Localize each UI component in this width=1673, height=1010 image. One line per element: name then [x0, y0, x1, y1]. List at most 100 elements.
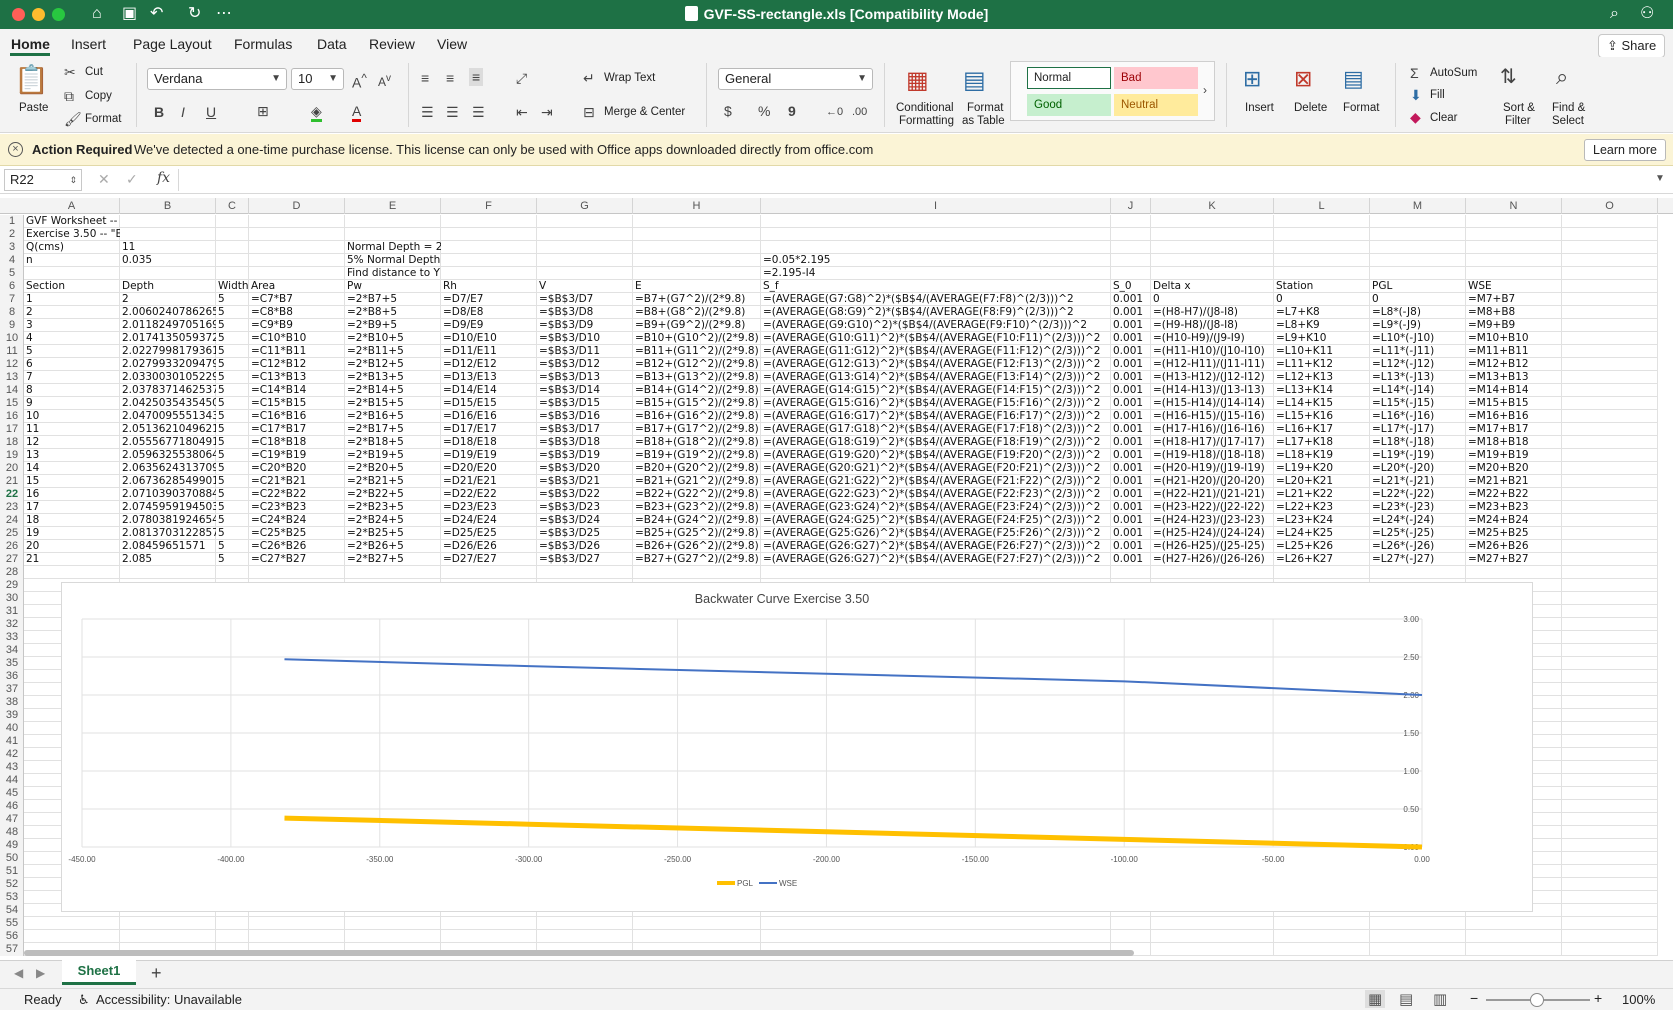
cell-M12[interactable]: =L12*(-J12) — [1372, 358, 1435, 370]
fill-color-icon[interactable]: ◈ — [311, 103, 322, 122]
cell-B26[interactable]: 2.08459651571 — [122, 540, 206, 552]
cell-K26[interactable]: =(H26-H25)/(J25-I25) — [1153, 540, 1265, 552]
row-header[interactable]: 26 — [5, 540, 19, 552]
column-header-C[interactable]: C — [216, 198, 249, 214]
cell-H8[interactable]: =B8+(G8^2)/(2*9.8) — [635, 306, 746, 318]
cell-M27[interactable]: =L27*(-J27) — [1372, 553, 1435, 565]
cell-L6[interactable]: Station — [1276, 280, 1314, 292]
format-cells-button[interactable]: Format — [1343, 102, 1380, 114]
cell-D21[interactable]: =C21*B21 — [251, 475, 307, 487]
cell-C27[interactable]: 5 — [218, 553, 225, 565]
cell-J16[interactable]: 0.001 — [1113, 410, 1144, 422]
cell-F20[interactable]: =D20/E20 — [443, 462, 497, 474]
scroll-left-icon[interactable]: ◀ — [14, 966, 24, 980]
cell-H11[interactable]: =B11+(G11^2)/(2*9.8) — [635, 345, 759, 357]
zoom-slider-thumb[interactable] — [1530, 993, 1544, 1007]
row-header[interactable]: 56 — [5, 930, 19, 942]
cell-N16[interactable]: =M16+B16 — [1468, 410, 1529, 422]
sort-filter-icon[interactable]: ⇅ — [1500, 66, 1517, 88]
cell-J9[interactable]: 0.001 — [1113, 319, 1144, 331]
cell-E13[interactable]: =2*B13+5 — [347, 371, 404, 383]
cell-G9[interactable]: =$B$3/D9 — [539, 319, 594, 331]
cell-I15[interactable]: =(AVERAGE(G15:G16)^2)*($B$4/(AVERAGE(F15… — [763, 397, 1101, 409]
cell-B3[interactable]: 11 — [122, 241, 136, 253]
people-icon[interactable]: ⚇ — [1640, 5, 1655, 22]
row-header[interactable]: 30 — [5, 592, 19, 604]
cell-M24[interactable]: =L24*(-J24) — [1372, 514, 1435, 526]
cell-C18[interactable]: 5 — [218, 436, 225, 448]
cell-E7[interactable]: =2*B7+5 — [347, 293, 398, 305]
row-header[interactable]: 36 — [5, 670, 19, 682]
decrease-decimal-icon[interactable]: .00 — [852, 106, 868, 118]
cell-I11[interactable]: =(AVERAGE(G11:G12)^2)*($B$4/(AVERAGE(F11… — [763, 345, 1101, 357]
cell-K23[interactable]: =(H23-H22)/(J22-I22) — [1153, 501, 1265, 513]
row-header[interactable]: 8 — [8, 306, 16, 318]
cell-E8[interactable]: =2*B8+5 — [347, 306, 398, 318]
cell-N6[interactable]: WSE — [1468, 280, 1492, 292]
cell-B15[interactable]: 2.0425035435450 — [122, 397, 216, 409]
sort-filter-button[interactable]: Sort & — [1503, 102, 1535, 114]
cell-H18[interactable]: =B18+(G18^2)/(2*9.8) — [635, 436, 759, 448]
row-header[interactable]: 37 — [5, 683, 19, 695]
cell-H9[interactable]: =B9+(G9^2)/(2*9.8) — [635, 319, 746, 331]
row-header[interactable]: 14 — [5, 384, 19, 396]
row-header[interactable]: 44 — [5, 774, 19, 786]
cell-B6[interactable]: Depth — [122, 280, 154, 292]
cell-H24[interactable]: =B24+(G24^2)/(2*9.8) — [635, 514, 759, 526]
cell-F7[interactable]: =D7/E7 — [443, 293, 484, 305]
autosum-button[interactable]: AutoSum — [1430, 67, 1478, 79]
cell-B21[interactable]: 2.0673628549901 — [122, 475, 216, 487]
row-header[interactable]: 51 — [5, 865, 19, 877]
save-icon[interactable]: ▣ — [122, 5, 138, 22]
cell-K12[interactable]: =(H12-H11)/(J11-I11) — [1153, 358, 1265, 370]
formula-input[interactable] — [178, 169, 1648, 191]
cell-E3[interactable]: Normal Depth = 2 — [347, 241, 441, 253]
style-bad[interactable]: Bad — [1114, 67, 1198, 89]
row-header[interactable]: 19 — [5, 449, 19, 461]
row-header[interactable]: 20 — [5, 462, 19, 474]
cell-B10[interactable]: 2.0174135059372 — [122, 332, 216, 344]
cell-M22[interactable]: =L22*(-J22) — [1372, 488, 1435, 500]
column-header-H[interactable]: H — [633, 198, 761, 214]
cell-E15[interactable]: =2*B15+5 — [347, 397, 404, 409]
more-icon[interactable]: ⋯ — [216, 5, 232, 22]
cell-N7[interactable]: =M7+B7 — [1468, 293, 1516, 305]
function-icon[interactable]: fx — [157, 170, 171, 186]
cell-C14[interactable]: 5 — [218, 384, 225, 396]
cell-G17[interactable]: =$B$3/D17 — [539, 423, 601, 435]
cell-K18[interactable]: =(H18-H17)/(J17-I17) — [1153, 436, 1265, 448]
column-header-I[interactable]: I — [761, 198, 1111, 214]
row-header[interactable]: 50 — [5, 852, 19, 864]
autosum-icon[interactable]: Σ — [1410, 65, 1419, 81]
cell-K24[interactable]: =(H24-H23)/(J23-I23) — [1153, 514, 1265, 526]
cell-G14[interactable]: =$B$3/D14 — [539, 384, 601, 396]
cell-H6[interactable]: E — [635, 280, 642, 292]
fill-icon[interactable]: ⬇ — [1410, 87, 1422, 103]
cell-A6[interactable]: Section — [26, 280, 66, 292]
sheet-tab-sheet1[interactable]: Sheet1 — [62, 960, 136, 985]
cell-B20[interactable]: 2.0635624313709 — [122, 462, 216, 474]
cell-D20[interactable]: =C20*B20 — [251, 462, 307, 474]
cell-H16[interactable]: =B16+(G16^2)/(2*9.8) — [635, 410, 759, 422]
cell-A4[interactable]: n — [26, 254, 33, 266]
row-header[interactable]: 17 — [5, 423, 19, 435]
column-header-E[interactable]: E — [345, 198, 441, 214]
font-color-icon[interactable]: A — [352, 103, 362, 122]
minimize-window-button[interactable] — [32, 8, 45, 21]
cell-B18[interactable]: 2.0555677180491 — [122, 436, 216, 448]
cell-C13[interactable]: 5 — [218, 371, 225, 383]
cell-M25[interactable]: =L25*(-J25) — [1372, 527, 1435, 539]
cell-B12[interactable]: 2.0279933209479 — [122, 358, 216, 370]
cell-D13[interactable]: =C13*B13 — [251, 371, 307, 383]
column-header-K[interactable]: K — [1151, 198, 1274, 214]
cell-G6[interactable]: V — [539, 280, 547, 292]
cell-E6[interactable]: Pw — [347, 280, 362, 292]
cell-L12[interactable]: =L11+K12 — [1276, 358, 1334, 370]
cell-K15[interactable]: =(H15-H14)/(J14-I14) — [1153, 397, 1265, 409]
cell-M26[interactable]: =L26*(-J26) — [1372, 540, 1435, 552]
cancel-icon[interactable]: ✕ — [98, 171, 110, 187]
cell-M14[interactable]: =L14*(-J14) — [1372, 384, 1435, 396]
cell-B25[interactable]: 2.0813703122857 — [122, 527, 216, 539]
cell-C22[interactable]: 5 — [218, 488, 225, 500]
cell-L16[interactable]: =L15+K16 — [1276, 410, 1334, 422]
